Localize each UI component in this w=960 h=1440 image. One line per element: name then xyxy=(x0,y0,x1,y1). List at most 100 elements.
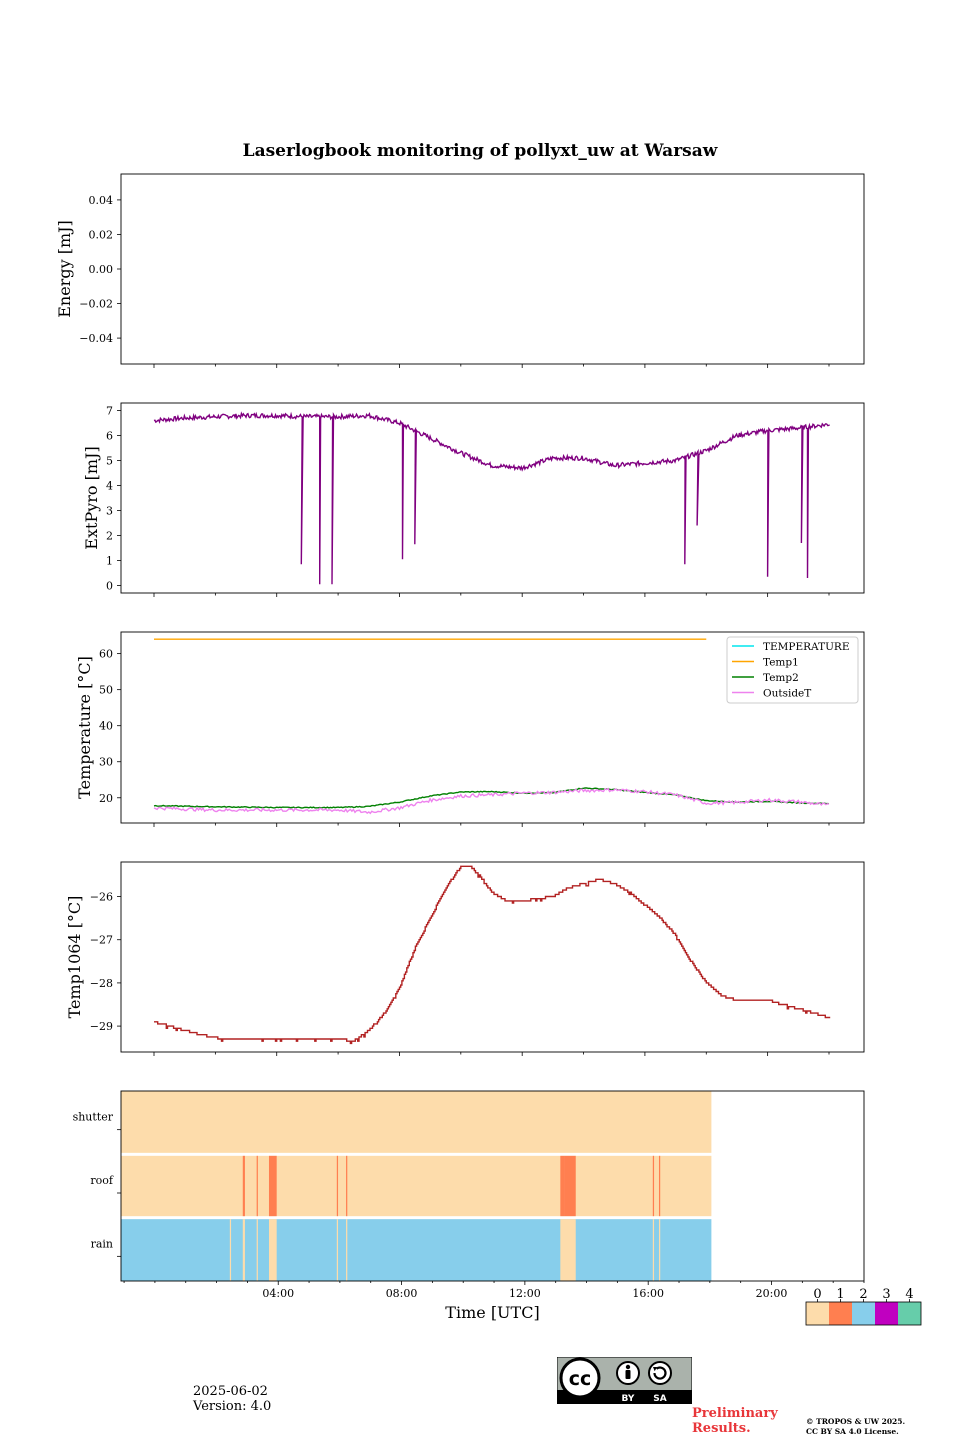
y-tick-label: 2 xyxy=(106,530,113,543)
y-tick-label: 30 xyxy=(99,756,113,769)
status-row-shutter xyxy=(121,1091,712,1153)
axes-frame xyxy=(120,631,865,824)
y-tick-label: 0.04 xyxy=(89,194,114,207)
colorbar-tick-label: 3 xyxy=(882,1287,890,1302)
date-label: 2025-06-02 xyxy=(193,1384,268,1399)
x-axis-label: Time [UTC] xyxy=(445,1303,539,1322)
y-tick-label: 20 xyxy=(99,792,113,805)
x-tick-label: 08:00 xyxy=(386,1287,418,1300)
y-tick-label: 0.02 xyxy=(89,228,114,241)
preliminary-line-1: Preliminary xyxy=(692,1406,778,1421)
y-tick-label: 50 xyxy=(99,684,113,697)
legend-label-outsidet: OutsideT xyxy=(763,688,811,700)
colorbar-cell-0 xyxy=(806,1302,829,1325)
y-tick-label: −28 xyxy=(90,977,113,990)
y-tick-label: 6 xyxy=(106,430,113,443)
status-segment xyxy=(560,1155,565,1217)
y-axis-label: Energy [mJ] xyxy=(55,220,74,318)
axes-frame xyxy=(120,402,865,594)
status-segment xyxy=(256,1155,258,1217)
axes-frame xyxy=(120,861,865,1053)
version-label: Version: 4.0 xyxy=(193,1399,272,1414)
y-tick-label: 4 xyxy=(106,480,113,493)
legend-label-temp2: Temp2 xyxy=(763,672,799,684)
status-segment xyxy=(268,1219,277,1281)
by-icon xyxy=(616,1361,640,1385)
colorbar-cell-2 xyxy=(852,1302,875,1325)
panel-1: −0.04 −0.02 0.00 0.02 0.04 Energy [mJ] xyxy=(55,173,865,368)
preliminary-line-2: Results. xyxy=(692,1421,751,1436)
colorbar-tick-label: 2 xyxy=(859,1287,867,1302)
row-label-roof: roof xyxy=(90,1174,114,1187)
status-segment xyxy=(336,1155,339,1217)
status-segment xyxy=(560,1219,576,1281)
axes-frame xyxy=(120,1090,865,1282)
status-segment xyxy=(652,1155,655,1217)
panel-4: −29 −28 −27 −26 Temp1064 [°C] xyxy=(65,861,865,1056)
svg-text:cc: cc xyxy=(569,1368,592,1390)
status-row-rain xyxy=(121,1219,712,1281)
status-segment xyxy=(242,1155,245,1217)
cc-license-badge: cc BY SA xyxy=(557,1357,692,1404)
y-tick-label: −0.02 xyxy=(79,298,113,311)
cc-icon: cc xyxy=(559,1357,601,1399)
y-axis-label: ExtPyro [mJ] xyxy=(82,446,101,549)
panel-2: 0 1 2 3 4 5 6 7 ExtPyro [mJ] xyxy=(82,402,865,597)
status-segment xyxy=(268,1155,277,1217)
status-segment xyxy=(346,1155,348,1217)
y-tick-label: 60 xyxy=(99,648,113,661)
series-line-outsidet xyxy=(153,787,830,815)
status-segment xyxy=(242,1219,245,1281)
colorbar-tick-label: 0 xyxy=(813,1287,821,1302)
temp1064-series-line xyxy=(154,865,831,1045)
sa-icon xyxy=(648,1361,672,1385)
y-axis-label: Temp1064 [°C] xyxy=(65,896,84,1019)
status-segment xyxy=(229,1219,232,1281)
legend-label-temperature: TEMPERATURE xyxy=(763,641,850,653)
y-tick-label: −0.04 xyxy=(79,332,113,345)
status-segment xyxy=(256,1219,258,1281)
colorbar-tick-label: 1 xyxy=(836,1287,844,1302)
y-tick-label: 7 xyxy=(106,405,113,418)
x-tick-label: 16:00 xyxy=(632,1287,664,1300)
status-segment xyxy=(652,1219,655,1281)
footer-info: 2025-06-02 Version: 4.0 xyxy=(193,1384,271,1414)
y-tick-label: 3 xyxy=(106,505,113,518)
y-tick-label: 40 xyxy=(99,720,113,733)
colorbar-cell-4 xyxy=(898,1302,921,1325)
colorbar-cell-3 xyxy=(875,1302,898,1325)
preliminary-note: Preliminary Results. xyxy=(692,1406,778,1436)
x-tick-label: 12:00 xyxy=(509,1287,541,1300)
colorbar-cell-1 xyxy=(829,1302,852,1325)
panel-3: 20 30 40 50 60 Temperature [°C] TEMPERATURE Tem… xyxy=(75,631,865,827)
legend-box xyxy=(726,636,859,704)
legend: TEMPERATURE Temp1 Temp2 OutsideT xyxy=(726,636,859,704)
legend-label-temp1: Temp1 xyxy=(763,657,799,669)
by-label: BY xyxy=(622,1394,635,1404)
y-tick-label: −26 xyxy=(90,891,113,904)
status-segment xyxy=(658,1219,661,1281)
y-tick-label: 0.00 xyxy=(89,263,114,276)
figure-title: Laserlogbook monitoring of pollyxt_uw at… xyxy=(242,141,718,161)
status-segment xyxy=(346,1219,348,1281)
series-line-temp2 xyxy=(153,787,830,809)
status-segment xyxy=(336,1219,339,1281)
extpyro-series-line xyxy=(153,411,830,585)
status-row-roof xyxy=(121,1155,712,1217)
x-tick-label: 20:00 xyxy=(756,1287,788,1300)
panel-5: shutter roof rain 04:00 08:00 12:00 16:00 20:00… xyxy=(73,1090,865,1322)
row-label-rain: rain xyxy=(91,1237,113,1250)
y-tick-label: −29 xyxy=(90,1020,113,1033)
y-axis-label: Temperature [°C] xyxy=(75,656,94,799)
copyright-note: © TROPOS & UW 2025. CC BY SA 4.0 License… xyxy=(806,1417,905,1437)
y-tick-label: 1 xyxy=(106,555,113,568)
axes-frame xyxy=(120,173,865,365)
x-tick-label: 04:00 xyxy=(262,1287,294,1300)
row-label-shutter: shutter xyxy=(73,1111,114,1124)
colorbar-tick-label: 4 xyxy=(905,1287,913,1302)
status-segment xyxy=(564,1155,576,1217)
y-tick-label: 0 xyxy=(106,580,113,593)
y-tick-label: 5 xyxy=(106,455,113,468)
